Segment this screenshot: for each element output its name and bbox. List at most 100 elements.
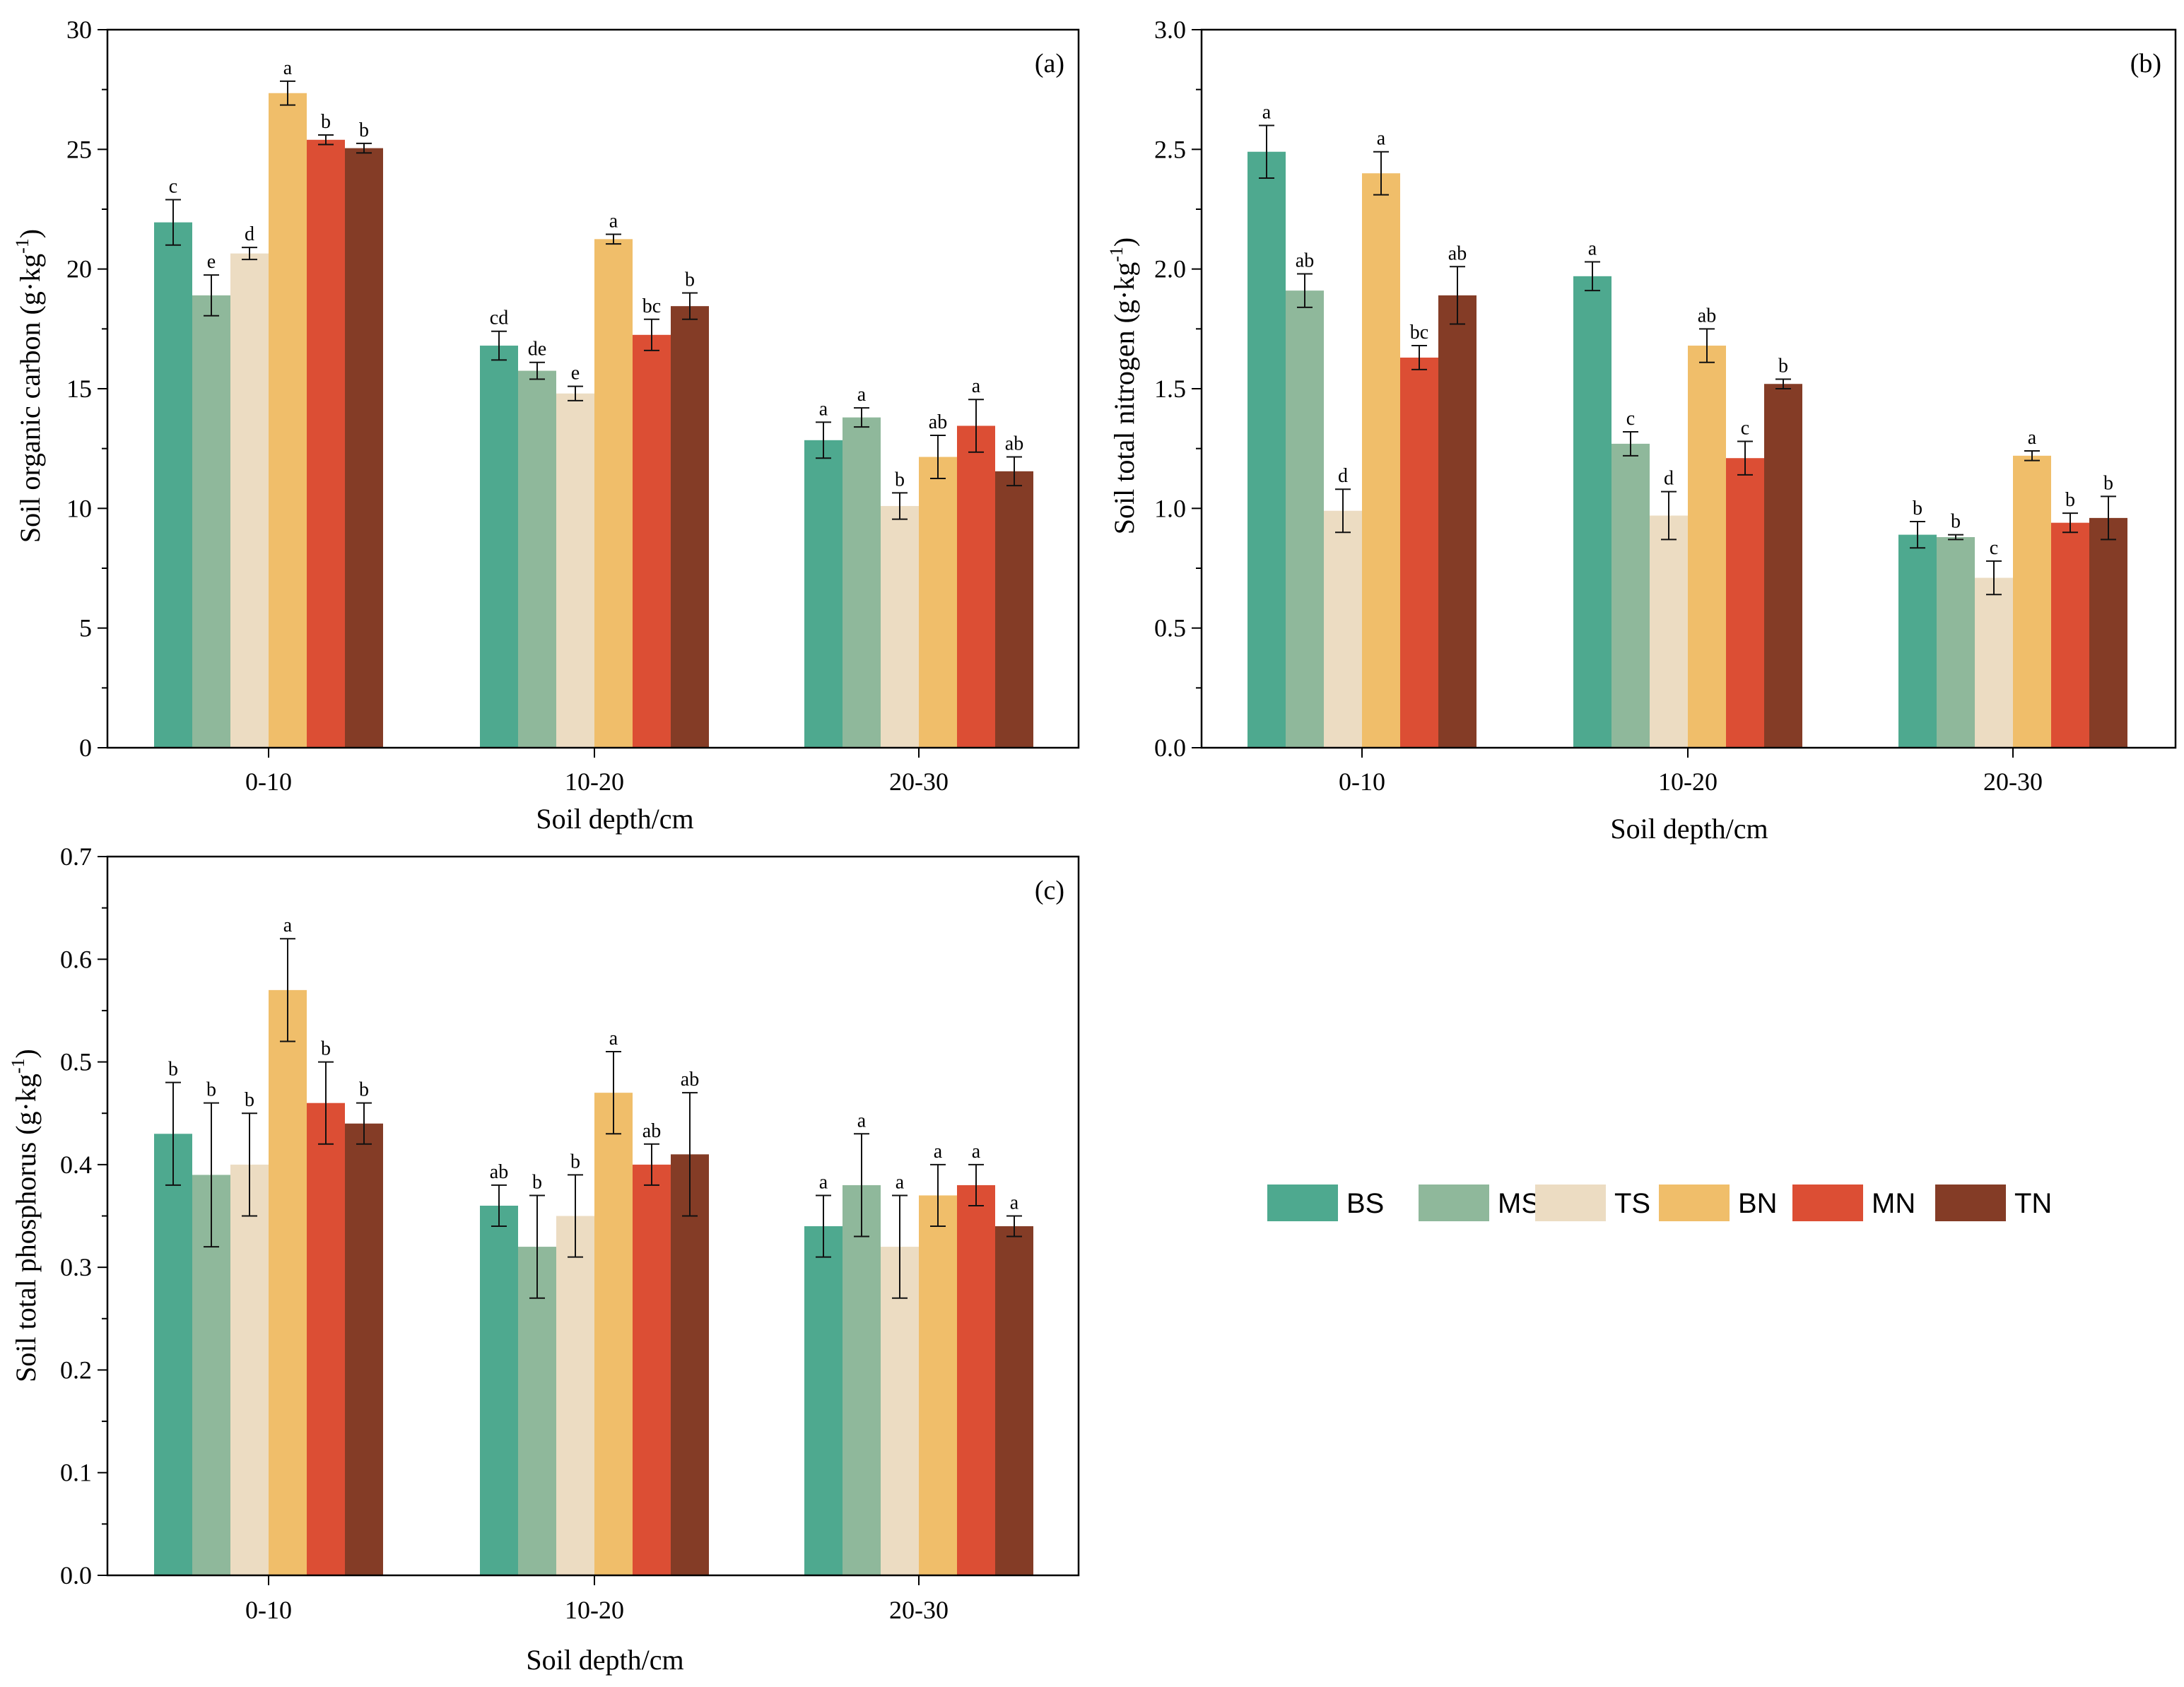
panel-tag: (c) xyxy=(1035,876,1064,905)
significance-letter: b xyxy=(2065,489,2075,511)
y-axis-title: Soil total phosphorus (g·kg-1) xyxy=(8,1049,42,1382)
bar-tn-10-20 xyxy=(671,1154,709,1575)
significance-letter: b xyxy=(1951,511,1961,533)
significance-letter: ab xyxy=(1448,242,1467,264)
legend: BS MS TS BN MN TN xyxy=(1267,1185,2052,1221)
bar-ts-10-20 xyxy=(556,393,594,748)
bar-tn-20-30 xyxy=(2089,517,2127,748)
y-tick-label: 0.0 xyxy=(1154,734,1186,762)
bar-tn-10-20 xyxy=(1764,384,1802,748)
plot-frame xyxy=(106,28,1080,749)
significance-letter: a xyxy=(819,398,828,420)
y-tick-label: 0 xyxy=(79,734,92,762)
significance-letter: d xyxy=(245,223,254,245)
legend-swatch-mn xyxy=(1792,1185,1863,1221)
panel-tag: (b) xyxy=(2130,49,2161,78)
y-tick-label: 20 xyxy=(66,255,92,283)
y-axis-title: Soil total nitrogen (g·kg-1) xyxy=(1106,237,1140,535)
bar-mn-20-30 xyxy=(2051,522,2089,748)
plot-frame xyxy=(106,855,1080,1577)
significance-letter: a xyxy=(896,1171,905,1193)
x-tick-label: 0-10 xyxy=(245,768,292,796)
plot-frame xyxy=(1200,28,2177,749)
bar-ms-10-20 xyxy=(518,1247,556,1575)
legend-swatch-bn xyxy=(1659,1185,1730,1221)
significance-letter: cd xyxy=(490,307,508,329)
bar-bs-0-10 xyxy=(154,1134,192,1575)
bar-ts-20-30 xyxy=(881,1247,919,1575)
y-axis-title-close: ) xyxy=(1108,237,1140,247)
significance-letter: a xyxy=(1010,1192,1019,1214)
legend-label-bn: BN xyxy=(1738,1188,1778,1219)
y-tick-label: 0.0 xyxy=(60,1561,92,1589)
significance-letter: d xyxy=(1664,468,1674,490)
y-axis-title-text: Soil total nitrogen (g·kg xyxy=(1108,262,1140,535)
bar-ms-20-30 xyxy=(1937,536,1975,748)
significance-letter: a xyxy=(609,1028,618,1050)
y-tick-label: 0.5 xyxy=(60,1048,92,1076)
x-tick-label: 20-30 xyxy=(1983,768,2043,796)
chart-soil-organic-carbon: (a) Soil depth/cm Soil organic carbon (g… xyxy=(12,16,1080,835)
bar-bs-10-20 xyxy=(1573,276,1611,748)
chart-soil-total-nitrogen: (b) Soil depth/cm Soil total nitrogen (g… xyxy=(1106,16,2177,845)
significance-letter: ab xyxy=(490,1161,508,1183)
legend-label-bs: BS xyxy=(1346,1188,1384,1219)
significance-letter: a xyxy=(972,375,981,397)
y-tick-label: 2.0 xyxy=(1154,255,1186,283)
y-tick-label: 0.3 xyxy=(60,1253,92,1281)
significance-letter: a xyxy=(857,384,867,406)
significance-letter: ab xyxy=(1005,433,1023,455)
x-axis-title: Soil depth/cm xyxy=(526,1644,683,1676)
significance-letter: e xyxy=(571,363,580,384)
bar-tn-10-20 xyxy=(671,306,709,748)
bar-ts-10-20 xyxy=(1650,515,1688,748)
significance-letter: bc xyxy=(642,295,661,317)
bar-ts-0-10 xyxy=(230,1164,269,1575)
y-axis-title-sup: -1 xyxy=(8,1058,28,1074)
bar-tn-0-10 xyxy=(345,1123,383,1575)
x-tick-label: 10-20 xyxy=(565,768,624,796)
y-tick-label: 0.4 xyxy=(60,1151,92,1179)
significance-letter: a xyxy=(857,1110,867,1131)
bar-ts-20-30 xyxy=(1975,577,2013,748)
bar-mn-20-30 xyxy=(957,425,995,748)
y-tick-label: 0.6 xyxy=(60,945,92,973)
y-tick-label: 10 xyxy=(66,494,92,522)
bar-ms-20-30 xyxy=(843,1185,881,1575)
significance-letter: c xyxy=(1741,418,1749,440)
x-axis-title: Soil depth/cm xyxy=(536,803,693,835)
bar-mn-0-10 xyxy=(307,139,345,748)
bar-bn-20-30 xyxy=(919,457,957,748)
y-axis-title-text: Soil total phosphorus (g·kg xyxy=(10,1074,42,1382)
bar-bn-0-10 xyxy=(269,93,307,748)
x-tick-label: 10-20 xyxy=(1658,768,1718,796)
bar-tn-20-30 xyxy=(995,471,1033,748)
bar-tn-0-10 xyxy=(1438,295,1476,748)
bar-bn-10-20 xyxy=(594,239,633,748)
chart-soil-total-phosphorus: (c) Soil depth/cm Soil total phosphorus … xyxy=(8,842,1080,1676)
significance-letter: a xyxy=(2028,427,2037,449)
significance-letter: d xyxy=(1338,465,1348,487)
bar-bs-0-10 xyxy=(154,222,192,748)
panel-tag: (a) xyxy=(1035,49,1064,78)
significance-letter: a xyxy=(1377,128,1386,150)
bar-ms-0-10 xyxy=(1286,290,1324,748)
legend-label-ms: MS xyxy=(1498,1188,1540,1219)
significance-letter: b xyxy=(685,269,695,291)
significance-letter: c xyxy=(1626,408,1635,430)
significance-letter: ab xyxy=(642,1120,661,1142)
significance-letter: de xyxy=(528,339,546,360)
significance-letter: b xyxy=(532,1171,542,1193)
y-tick-label: 25 xyxy=(66,135,92,163)
legend-label-tn: TN xyxy=(2014,1188,2052,1219)
significance-letter: ab xyxy=(929,411,947,433)
significance-letter: a xyxy=(819,1171,828,1193)
y-axis-title: Soil organic carbon (g·kg-1) xyxy=(12,229,46,543)
bar-mn-10-20 xyxy=(633,334,671,748)
bar-mn-10-20 xyxy=(1726,458,1764,748)
legend-swatch-ts xyxy=(1535,1185,1606,1221)
significance-letter: b xyxy=(359,119,369,141)
y-axis-title-close: ) xyxy=(14,229,46,238)
